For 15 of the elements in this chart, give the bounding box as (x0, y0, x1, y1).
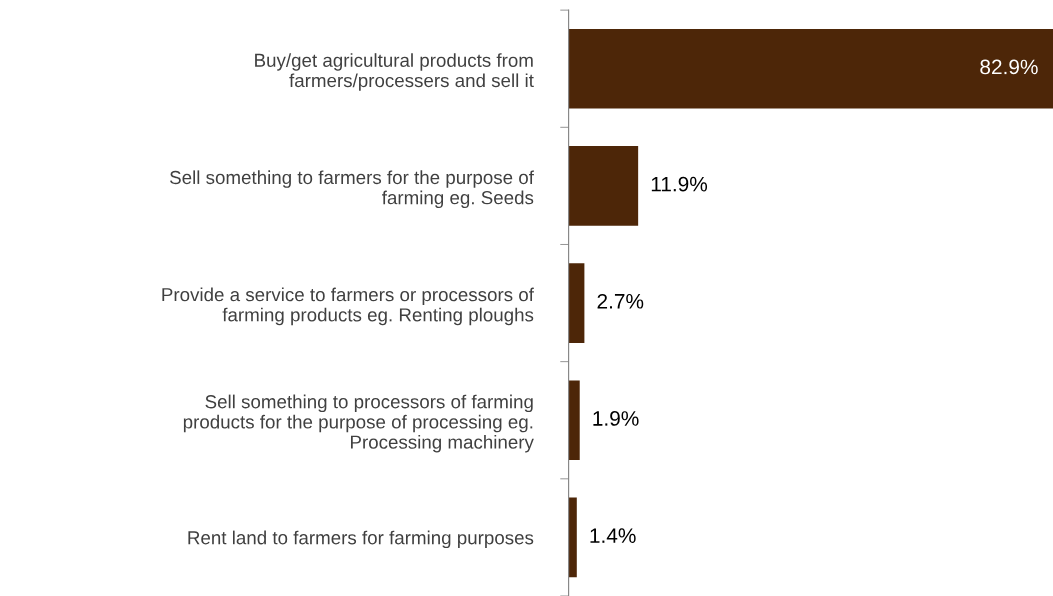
data-label: 2.7% (597, 293, 644, 309)
bar (568, 263, 585, 343)
y-tick-label: Sell something to processors of farming products for the purpose of processing eg. Processing machinery (183, 394, 534, 453)
data-label: 1.4% (590, 528, 636, 543)
y-tick-label: Buy/get agricultural products from farmers/processers and sell it (255, 53, 534, 91)
bar (568, 146, 639, 226)
data-label: 11.9% (651, 176, 708, 192)
data-label: 82.9% (980, 59, 1038, 75)
bar (568, 28, 1053, 109)
y-tick-label: Rent land to farmers for farming purposes (188, 530, 534, 549)
y-tick-label: Sell something to farmers for the purpose of farming eg. Seeds (170, 170, 534, 209)
data-label: 1.9% (593, 411, 639, 426)
bar (568, 380, 580, 461)
bar (568, 497, 577, 578)
y-tick-label: Provide a service to farmers or processors of farming products eg. Renting ploughs (162, 287, 534, 326)
